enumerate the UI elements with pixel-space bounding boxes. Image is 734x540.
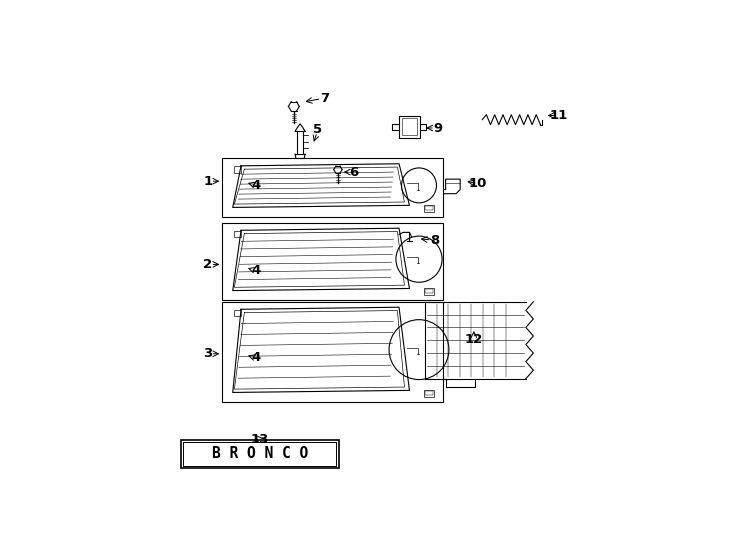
Text: B R O N C O: B R O N C O bbox=[211, 447, 308, 462]
Bar bbox=[181, 440, 339, 468]
Bar bbox=[424, 390, 435, 396]
Text: 9: 9 bbox=[433, 122, 443, 134]
Text: 13: 13 bbox=[250, 434, 269, 447]
Text: 7: 7 bbox=[319, 92, 329, 105]
Bar bbox=[425, 289, 433, 294]
Bar bbox=[425, 206, 433, 210]
Bar bbox=[424, 205, 435, 212]
Bar bbox=[222, 223, 443, 300]
Text: 4: 4 bbox=[251, 264, 261, 277]
Bar bbox=[222, 302, 443, 402]
Text: 1: 1 bbox=[203, 175, 212, 188]
Bar bbox=[425, 391, 433, 395]
Bar bbox=[234, 166, 241, 173]
Text: 2: 2 bbox=[203, 258, 212, 271]
Text: 8: 8 bbox=[430, 234, 439, 247]
Bar bbox=[401, 118, 418, 135]
Bar bbox=[424, 288, 435, 295]
Text: 4: 4 bbox=[251, 352, 261, 365]
Text: 10: 10 bbox=[469, 177, 487, 190]
Text: 4: 4 bbox=[251, 179, 261, 192]
Text: 11: 11 bbox=[550, 109, 568, 122]
Bar bbox=[222, 158, 443, 217]
Bar bbox=[234, 231, 241, 238]
Text: 5: 5 bbox=[313, 123, 322, 136]
Bar bbox=[184, 442, 336, 465]
Text: 12: 12 bbox=[465, 333, 483, 346]
Text: 6: 6 bbox=[349, 166, 358, 179]
Bar bbox=[234, 310, 241, 316]
Bar bbox=[399, 116, 420, 138]
Text: 3: 3 bbox=[203, 347, 212, 360]
